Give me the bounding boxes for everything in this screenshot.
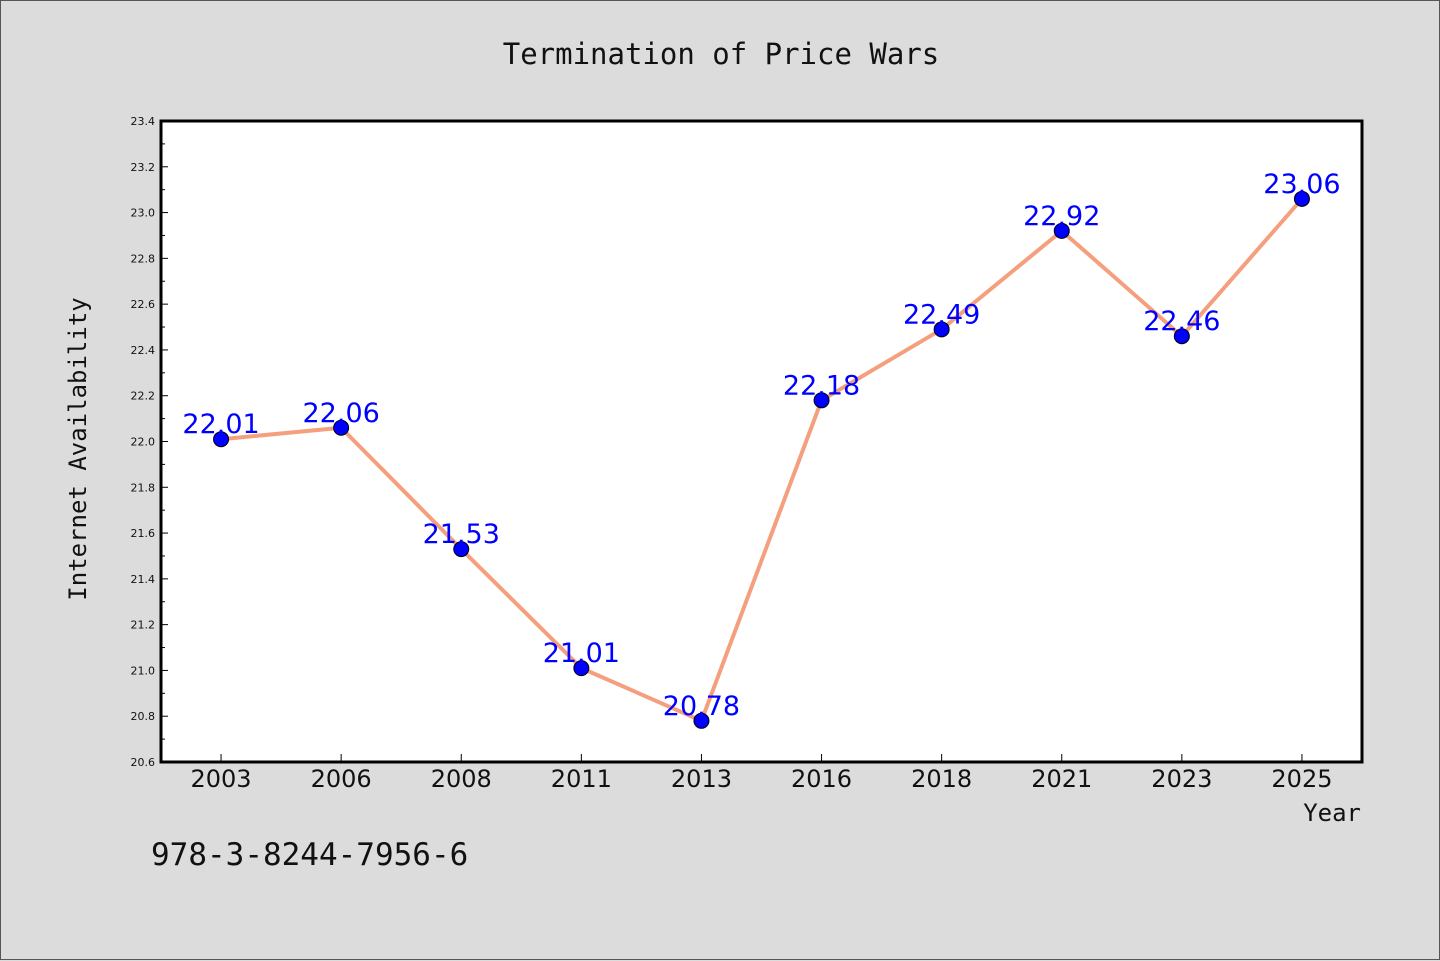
data-label: 22.01: [182, 409, 259, 440]
data-point: [1053, 222, 1070, 239]
plot-area: [161, 121, 1362, 762]
plot-border: [159, 119, 1364, 764]
data-label: 22.06: [303, 398, 380, 429]
data-label: 22.92: [1023, 201, 1100, 232]
y-tick-label: 21.2: [131, 619, 156, 632]
y-tick-label: 22.4: [131, 344, 156, 357]
y-tick-label: 23.0: [131, 207, 156, 220]
y-axis-ticks: 20.6 20.8 21.0 21.2 21.4 21.6 21.8 22.0 22.2 22.4…: [131, 115, 168, 769]
data-point: [453, 541, 470, 558]
y-tick-label: 23.2: [131, 161, 156, 174]
x-tick-label: 2023: [1151, 765, 1212, 793]
y-tick-label: 23.4: [131, 115, 156, 128]
data-point: [813, 392, 830, 409]
data-label: 21.01: [543, 638, 620, 669]
y-tick-label: 22.6: [131, 298, 156, 311]
y-tick-label: 20.6: [131, 756, 156, 769]
x-tick-label: 2025: [1271, 765, 1332, 793]
y-tick-label: 21.6: [131, 527, 156, 540]
data-label: 23.06: [1263, 169, 1340, 200]
data-point: [213, 431, 230, 448]
x-tick-label: 2018: [911, 765, 972, 793]
x-tick-label: 2011: [551, 765, 612, 793]
y-tick-label: 21.0: [131, 664, 156, 677]
x-tick-label: 2008: [431, 765, 492, 793]
x-tick-label: 2021: [1031, 765, 1092, 793]
x-tick-label: 2013: [671, 765, 732, 793]
series-line-group: [219, 196, 1304, 723]
data-label: 22.49: [903, 299, 980, 330]
y-tick-label: 22.0: [131, 436, 156, 449]
data-label: 21.53: [423, 519, 500, 550]
y-tick-label: 22.2: [131, 390, 156, 403]
y-tick-label: 22.8: [131, 252, 156, 265]
data-point: [1173, 328, 1190, 345]
data-point: [333, 419, 350, 436]
data-label: 20.78: [663, 691, 740, 722]
y-tick-label: 21.8: [131, 481, 156, 494]
data-label: 22.18: [783, 370, 860, 401]
chart-title: Termination of Price Wars: [503, 37, 940, 71]
x-axis-ticks: 2003 2006 2008 2011 2013 2016 2018 2021 2023 2025: [191, 754, 1332, 793]
data-label: 22.46: [1143, 306, 1220, 337]
x-tick-label: 2003: [191, 765, 252, 793]
isbn-annotation: 978-3-8244-7956-6: [151, 837, 468, 873]
y-tick-label: 21.4: [131, 573, 156, 586]
data-labels-group: 22.01 22.06 21.53 21.01 20.78 22.18 22.49 22.92…: [182, 169, 1340, 722]
data-point: [1293, 190, 1310, 207]
x-tick-label: 2016: [791, 765, 852, 793]
series-points-group: [213, 190, 1310, 729]
data-point: [573, 660, 590, 677]
data-point: [693, 712, 710, 729]
series-line: [219, 196, 1304, 723]
x-tick-label: 2006: [311, 765, 372, 793]
x-axis-label: Year: [1303, 799, 1361, 827]
y-axis-label: Internet Availability: [64, 297, 92, 600]
y-tick-label: 20.8: [131, 710, 156, 723]
data-point: [933, 321, 950, 338]
